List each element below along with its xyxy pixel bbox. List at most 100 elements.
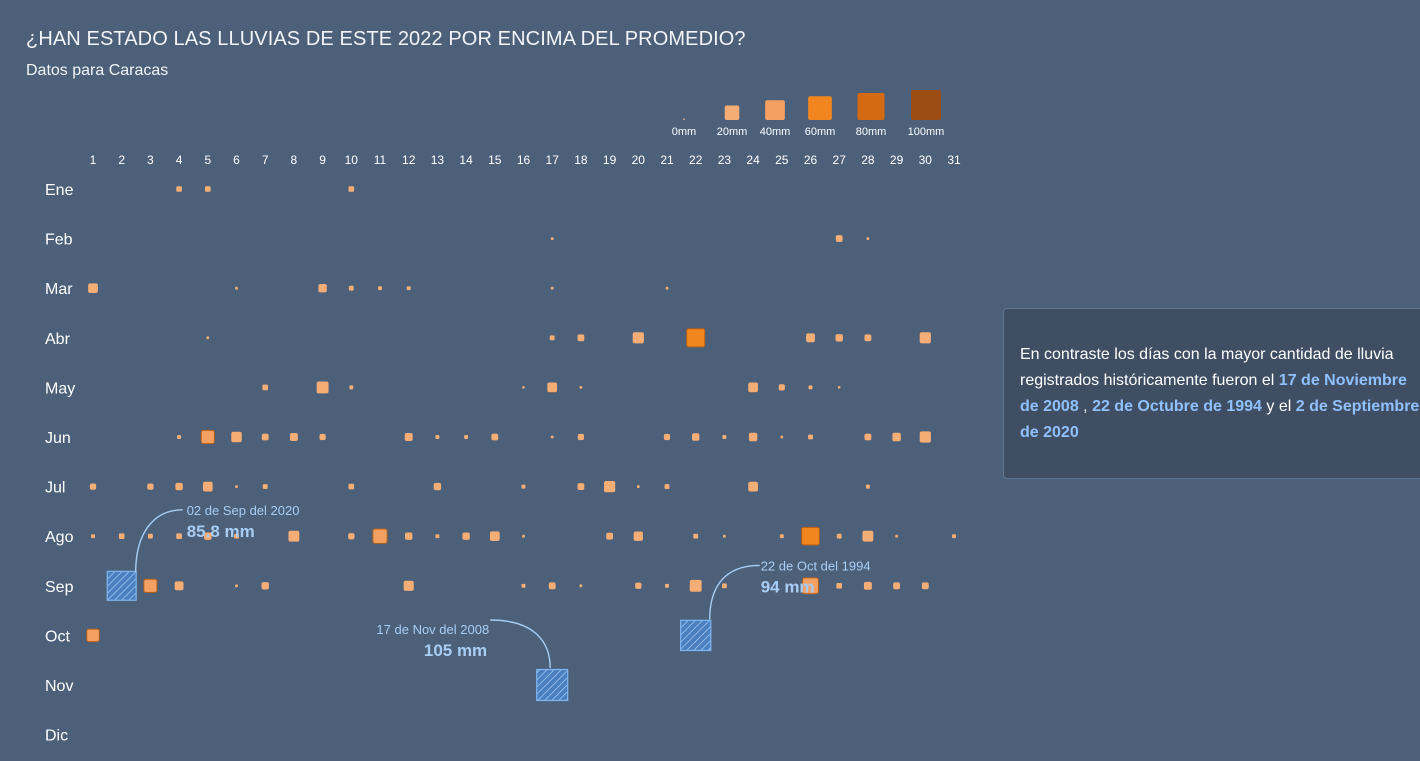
rain-cell <box>348 483 355 490</box>
rain-cell <box>864 334 872 342</box>
day-tick-label: 10 <box>345 153 359 167</box>
day-tick-label: 21 <box>660 153 674 167</box>
record-cell <box>680 619 712 652</box>
day-tick-label: 1 <box>90 153 97 167</box>
rain-cell <box>89 483 97 490</box>
rain-cell <box>177 435 182 439</box>
rainfall-calendar-chart: 0mm 20mm 40mm 60mm 80mm 100mm 1 2 3 4 5 6 7 8 9 10 11 12… <box>45 90 961 745</box>
legend-label: 80mm <box>856 126 887 138</box>
legend-label: 0mm <box>672 126 696 138</box>
rain-cell <box>234 533 239 539</box>
legend-swatch <box>724 105 740 120</box>
day-tick-label: 5 <box>204 153 211 167</box>
info-highlight-nov-2008: 17 de Noviembre de 2008 <box>1020 372 1407 415</box>
rain-cell <box>632 332 644 344</box>
rain-cell <box>521 583 526 588</box>
rain-cell <box>801 526 820 546</box>
day-tick-label: 17 <box>546 153 560 167</box>
day-tick-label: 22 <box>689 153 703 167</box>
rain-cell <box>893 582 901 590</box>
rain-cell <box>349 385 354 390</box>
day-tick-label: 24 <box>746 153 760 167</box>
day-tick-label: 3 <box>147 153 154 167</box>
rain-cell <box>404 532 413 540</box>
rain-cell <box>862 530 874 542</box>
rain-cell <box>435 534 440 539</box>
rain-cell <box>748 432 758 442</box>
rain-cell <box>435 435 440 439</box>
day-tick-label: 14 <box>459 153 473 167</box>
legend-label: 100mm <box>908 126 945 138</box>
day-tick-label: 11 <box>374 153 387 167</box>
day-tick-label: 30 <box>919 153 933 167</box>
day-tick-label: 20 <box>632 153 646 167</box>
legend-swatch <box>808 96 832 120</box>
rain-cell <box>205 186 211 192</box>
rain-cell <box>921 582 929 590</box>
day-tick-label: 2 <box>118 153 125 167</box>
month-label: Ene <box>45 182 74 199</box>
rain-cell <box>808 434 813 440</box>
rain-cell <box>176 186 182 192</box>
rain-cell <box>378 286 382 291</box>
rain-cell <box>892 432 901 442</box>
month-label: Abr <box>45 331 71 348</box>
rain-cell <box>91 534 95 539</box>
day-tick-label: 15 <box>488 153 502 167</box>
rain-cell <box>462 532 470 540</box>
rain-cell <box>779 534 784 539</box>
rain-cell <box>780 435 784 439</box>
rain-cell <box>778 384 785 391</box>
day-tick-label: 23 <box>718 153 732 167</box>
record-date-label: 22 de Oct del 1994 <box>761 558 871 573</box>
record-connector <box>490 619 551 669</box>
rain-cell <box>604 481 616 493</box>
month-label: Mar <box>45 281 73 298</box>
rain-cell <box>606 532 614 540</box>
rain-cell <box>235 485 238 488</box>
rain-cell <box>864 433 872 441</box>
rain-cell <box>522 386 525 389</box>
rain-cell <box>464 435 469 439</box>
month-label: Oct <box>45 628 70 645</box>
rain-cell <box>348 186 355 192</box>
record-value-label: 94 mm <box>761 577 815 596</box>
rain-cell <box>722 435 727 439</box>
rain-cell <box>550 286 554 290</box>
rain-cell <box>748 382 758 393</box>
month-label: Dic <box>45 728 68 745</box>
month-label: Jul <box>45 480 65 497</box>
rain-cell <box>723 534 726 538</box>
day-tick-label: 9 <box>319 153 326 167</box>
chart-subtitle: Datos para Caracas <box>26 62 169 79</box>
rain-cell <box>548 582 556 590</box>
rain-cell <box>202 481 213 492</box>
day-tick-label: 19 <box>603 153 617 167</box>
day-tick-label: 12 <box>402 153 416 167</box>
rain-cell <box>176 533 182 539</box>
legend-swatch <box>683 118 685 120</box>
rain-cell <box>522 534 525 538</box>
record-date-label: 02 de Sep del 2020 <box>187 503 300 518</box>
day-tick-label: 31 <box>947 153 961 167</box>
rain-cell <box>316 381 329 394</box>
rain-cell <box>348 285 354 291</box>
rain-cell <box>806 333 815 343</box>
rain-cell <box>633 531 643 541</box>
rain-cell <box>636 485 640 488</box>
rain-cell <box>577 433 585 441</box>
rain-cell <box>577 483 585 491</box>
day-tick-label: 18 <box>574 153 588 167</box>
rain-cell <box>691 433 700 441</box>
day-tick-label: 7 <box>262 153 269 167</box>
rain-cell <box>919 332 931 344</box>
rain-cell <box>693 533 699 539</box>
record-cell <box>106 570 137 601</box>
rain-cell <box>235 286 238 290</box>
info-text-1: En contraste los días con la mayor canti… <box>1020 346 1394 389</box>
rain-cell <box>489 531 500 542</box>
day-tick-label: 6 <box>233 153 240 167</box>
rain-cell <box>547 382 558 393</box>
rain-cell <box>147 533 153 539</box>
rain-cell <box>748 481 758 492</box>
